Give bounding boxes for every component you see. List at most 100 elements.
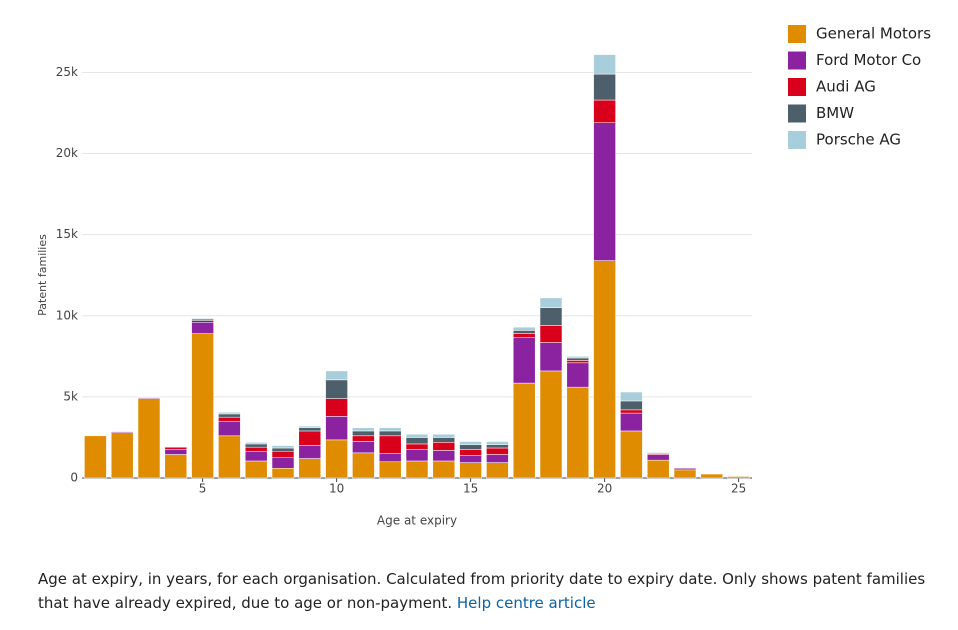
bar-segment [405, 460, 429, 479]
y-tick-label: 15k [56, 227, 78, 241]
bar-segment [512, 326, 536, 331]
bar-segment [459, 441, 482, 445]
y-tick-label: 10k [56, 308, 78, 322]
legend-swatch [788, 51, 806, 70]
bar-segment [405, 449, 429, 462]
bar-segment [298, 427, 322, 432]
bar-segment [593, 73, 616, 101]
bar-segment [432, 442, 456, 451]
legend-swatch [788, 131, 806, 149]
bar-segment [352, 427, 375, 432]
bar-segment [218, 412, 241, 415]
bar-segment [593, 99, 616, 123]
bar-segment [325, 416, 348, 441]
bar-segment [191, 333, 214, 479]
bar-segment [620, 430, 643, 479]
y-tick-label: 25k [56, 65, 78, 79]
legend-label: BMW [816, 104, 854, 122]
bar-segment [539, 370, 563, 479]
chart: Patent families Age at expiry 0 5k 10k 15k 2… [36, 25, 931, 528]
bar-segment [486, 462, 509, 479]
legend-label: Ford Motor Co [816, 51, 921, 69]
bar-segment [646, 451, 670, 454]
bar-segment [218, 420, 241, 437]
bar-segment [566, 360, 590, 364]
bar-segment [378, 453, 402, 463]
bar-segment [378, 427, 402, 432]
bar-segment [191, 322, 214, 334]
bar-segment [459, 462, 482, 479]
bar-segment [512, 333, 536, 338]
bar-segment [244, 460, 268, 479]
bar-segment [110, 432, 134, 479]
bar-segment [539, 307, 563, 326]
x-tick-label: 10 [329, 482, 344, 496]
bar-segment [244, 450, 268, 462]
bar-segment [271, 468, 295, 479]
bar-segment [298, 445, 322, 459]
bar-segment [325, 398, 348, 417]
x-tick-label: 5 [199, 482, 207, 496]
y-tick-label: 5k [63, 389, 78, 403]
bar-segment [620, 391, 643, 402]
y-tick-label: 0 [70, 471, 78, 485]
legend-label: Audi AG [816, 78, 876, 96]
bar-segment [593, 260, 616, 479]
bar-segment [620, 412, 643, 432]
bar-segment [432, 437, 456, 443]
bar-segment [352, 430, 375, 437]
bar-segment [298, 425, 322, 428]
x-tick-label: 25 [731, 482, 746, 496]
bar-segment [566, 356, 590, 359]
bar-segment [432, 433, 456, 438]
caption: Age at expiry, in years, for each organi… [38, 567, 928, 615]
bar-segment [646, 459, 670, 479]
y-axis-label: Patent families [36, 234, 49, 316]
help-link[interactable]: Help centre article [456, 594, 596, 612]
bar-segment [593, 54, 616, 75]
bar-segment [164, 446, 188, 450]
bar-segment [298, 430, 322, 446]
bar-segment [244, 446, 268, 452]
bar-segment [459, 455, 482, 463]
bar-segment [539, 342, 563, 372]
bar-segment [512, 337, 536, 384]
bar-segment [405, 443, 429, 450]
bar-segment [593, 122, 616, 261]
bar-segment [352, 452, 375, 479]
bar-segment [432, 460, 456, 479]
bar-segment [673, 469, 697, 479]
bar-segment [486, 441, 509, 445]
caption-text: Age at expiry, in years, for each organi… [38, 570, 926, 612]
bar-segment [244, 443, 268, 448]
bar-segment [620, 409, 643, 414]
x-tick-label: 20 [597, 482, 612, 496]
bar-segment [378, 435, 402, 454]
bar-segment [191, 317, 214, 320]
bar-segment [432, 450, 456, 462]
bar-segment [271, 450, 295, 458]
bar-segment [486, 447, 509, 455]
bar-segment [405, 433, 429, 438]
bar-segment [352, 435, 375, 442]
bar-segment [271, 447, 295, 452]
bar-segment [459, 449, 482, 456]
bar-segment [566, 362, 590, 388]
x-tick-label: 15 [463, 482, 478, 496]
bar-segment [405, 437, 429, 445]
bar-segment [378, 430, 402, 437]
bar-segment [164, 454, 188, 479]
bar-segment [218, 416, 241, 422]
bar-segment [512, 330, 536, 334]
bar-segment [244, 442, 268, 445]
bar-segment [566, 357, 590, 361]
legend-swatch [788, 25, 806, 43]
bar-segment [218, 413, 241, 418]
bar-segment [539, 325, 563, 343]
bar-segment [646, 454, 670, 461]
y-tick-label: 20k [56, 146, 78, 160]
legend-swatch [788, 78, 806, 96]
legend-label: General Motors [816, 25, 931, 43]
bar-segment [271, 445, 295, 449]
